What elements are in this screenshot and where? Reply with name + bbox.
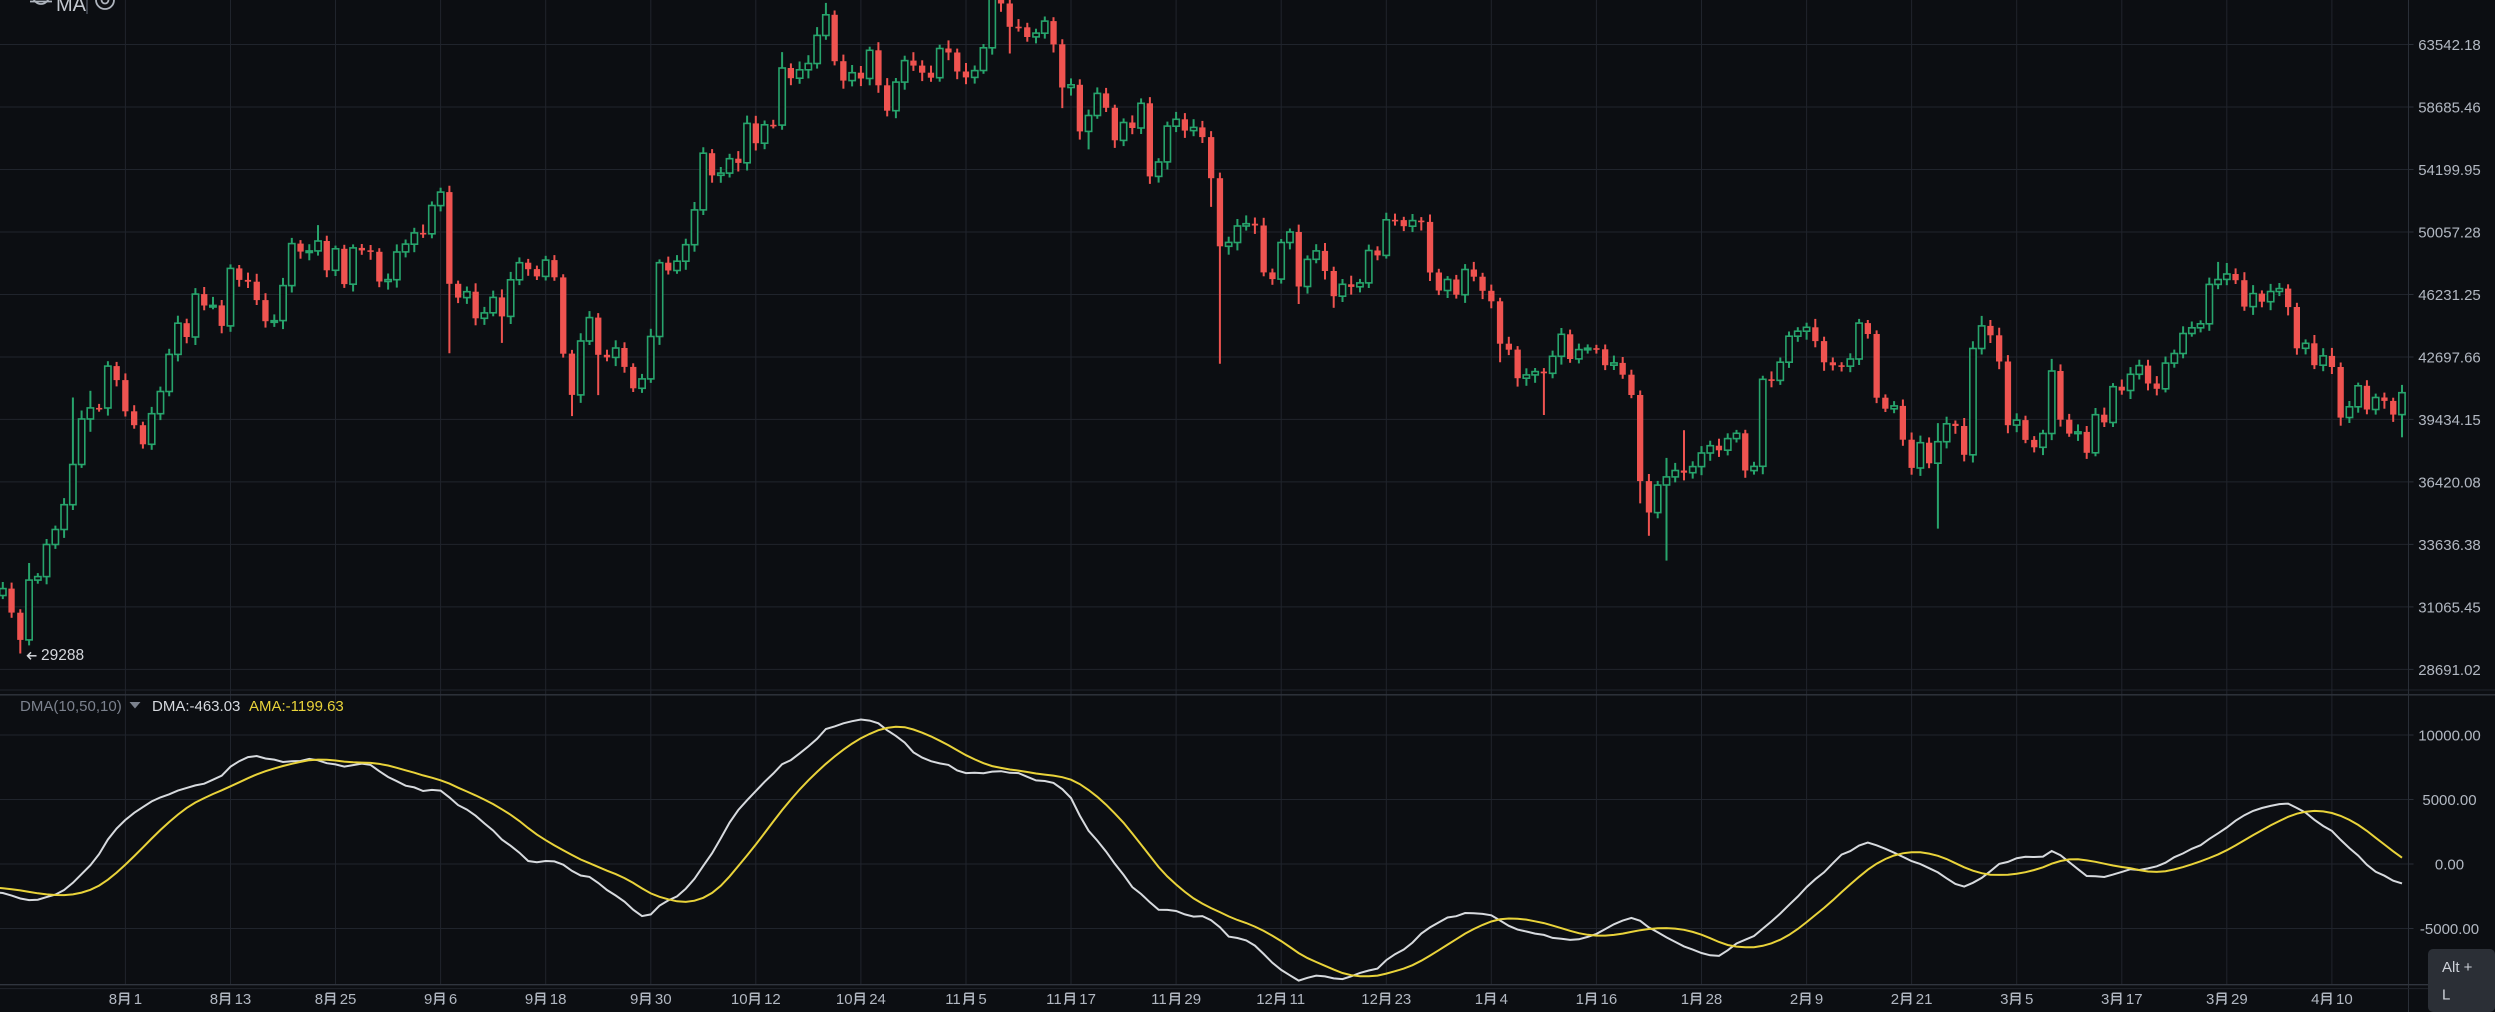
svg-text:18: 18 xyxy=(550,991,567,1008)
svg-text:5: 5 xyxy=(978,991,986,1008)
svg-text:36420.08: 36420.08 xyxy=(2418,474,2481,491)
svg-text:6: 6 xyxy=(449,991,457,1008)
svg-text:10: 10 xyxy=(2336,991,2353,1008)
svg-text:25: 25 xyxy=(340,991,357,1008)
svg-text:4: 4 xyxy=(2311,991,2319,1008)
svg-text:33636.38: 33636.38 xyxy=(2418,537,2481,554)
svg-text:3: 3 xyxy=(2000,991,2008,1008)
svg-text:9: 9 xyxy=(1815,991,1823,1008)
svg-text:21: 21 xyxy=(1916,991,1933,1008)
svg-text:42697.66: 42697.66 xyxy=(2418,350,2481,367)
svg-text:Alt +: Alt + xyxy=(2442,959,2473,976)
svg-text:3: 3 xyxy=(2206,991,2214,1008)
svg-text:12: 12 xyxy=(1361,991,1378,1008)
svg-text:8: 8 xyxy=(109,991,117,1008)
svg-text:13: 13 xyxy=(235,991,252,1008)
svg-text:AMA:-1199.63: AMA:-1199.63 xyxy=(249,698,344,715)
svg-text:8: 8 xyxy=(315,991,323,1008)
svg-text:10: 10 xyxy=(836,991,853,1008)
svg-text:54199.95: 54199.95 xyxy=(2418,162,2481,179)
svg-text:9: 9 xyxy=(525,991,533,1008)
svg-text:10000.00: 10000.00 xyxy=(2418,728,2481,745)
svg-text:28: 28 xyxy=(1706,991,1723,1008)
svg-text:58685.46: 58685.46 xyxy=(2418,100,2481,117)
svg-text:11: 11 xyxy=(1046,991,1062,1008)
svg-text:DMA(10,50,10): DMA(10,50,10) xyxy=(20,698,122,715)
svg-text:5: 5 xyxy=(2025,991,2033,1008)
svg-text:46231.25: 46231.25 xyxy=(2418,287,2481,304)
svg-text:29: 29 xyxy=(2231,991,2248,1008)
svg-text:9: 9 xyxy=(630,991,638,1008)
svg-text:DMA:-463.03: DMA:-463.03 xyxy=(152,698,240,715)
svg-text:16: 16 xyxy=(1601,991,1618,1008)
svg-text:30: 30 xyxy=(655,991,672,1008)
svg-text:5000.00: 5000.00 xyxy=(2422,792,2476,809)
svg-text:9: 9 xyxy=(424,991,432,1008)
svg-text:-5000.00: -5000.00 xyxy=(2420,921,2479,938)
svg-text:17: 17 xyxy=(2126,991,2143,1008)
svg-text:23: 23 xyxy=(1395,991,1412,1008)
svg-text:1: 1 xyxy=(1475,991,1483,1008)
svg-text:24: 24 xyxy=(869,991,886,1008)
svg-text:17: 17 xyxy=(1079,991,1096,1008)
svg-text:39434.15: 39434.15 xyxy=(2418,412,2481,429)
svg-text:L: L xyxy=(2442,987,2450,1004)
svg-text:MA: MA xyxy=(56,0,87,16)
svg-text:12: 12 xyxy=(1256,991,1273,1008)
svg-text:3: 3 xyxy=(2101,991,2109,1008)
svg-text:29288: 29288 xyxy=(41,647,84,664)
svg-text:11: 11 xyxy=(945,991,961,1008)
svg-text:4: 4 xyxy=(1500,991,1508,1008)
svg-text:8: 8 xyxy=(210,991,218,1008)
svg-text:11: 11 xyxy=(1290,991,1306,1008)
svg-text:2: 2 xyxy=(1790,991,1798,1008)
svg-text:0.00: 0.00 xyxy=(2435,857,2464,874)
svg-text:1: 1 xyxy=(1681,991,1689,1008)
svg-text:1: 1 xyxy=(134,991,142,1008)
svg-text:28691.02: 28691.02 xyxy=(2418,662,2481,679)
svg-text:12: 12 xyxy=(764,991,781,1008)
svg-text:29: 29 xyxy=(1184,991,1201,1008)
svg-text:2: 2 xyxy=(1891,991,1899,1008)
svg-text:31065.45: 31065.45 xyxy=(2418,599,2481,616)
svg-text:50057.28: 50057.28 xyxy=(2418,225,2481,242)
svg-text:63542.18: 63542.18 xyxy=(2418,37,2481,54)
svg-text:11: 11 xyxy=(1151,991,1167,1008)
svg-text:1: 1 xyxy=(1576,991,1584,1008)
svg-text:10: 10 xyxy=(731,991,748,1008)
